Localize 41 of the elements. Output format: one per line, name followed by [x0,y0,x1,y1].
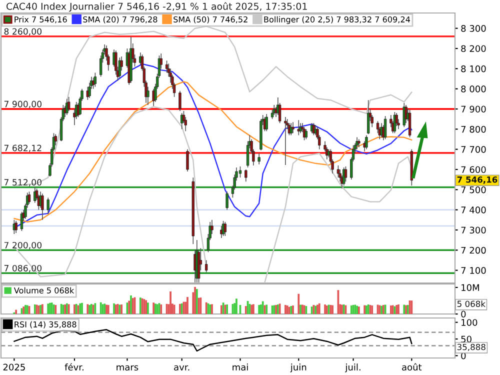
ref-line-label: 7 512,00 [4,179,42,186]
y-tick-label: 7 200 [461,246,486,254]
y-tick-label: 7 300 [461,226,486,234]
legend-label: RSI (14) 35,888 [14,321,76,328]
y-tick-label: 7 100 [461,267,486,274]
chart-title: CAC40 Index Journalier 7 546,16 -2,91 % 1 août 2025, 17:35:01 [6,2,307,12]
y-tick-label: 50 [461,336,472,343]
ref-line-label: 7 900,00 [4,100,42,108]
ref-line-label: 7 682,12 [4,144,42,152]
y-tick-label: 7 400 [461,206,486,214]
x-tick-label: juin [290,364,306,372]
text: 5 068k [457,300,486,307]
y-tick-label: 7 900 [461,106,486,113]
y-tick-label: 10M [462,284,479,292]
x-tick-label: 2025 [3,364,25,371]
x-tick-label: févr. [64,363,84,371]
y-tick-label: 8 200 [461,45,486,52]
x-tick-label: juil. [345,364,360,372]
ref-line-label: 7 086,00 [4,264,42,272]
text: 7 546,16 [457,176,498,184]
x-tick-label: avr. [174,365,190,371]
legend-label: Volume 5 068k [14,287,74,294]
x-tick-label: mai [232,364,248,371]
y-tick-label: 7 600 [461,166,486,174]
y-tick-label: 100 [462,319,478,326]
legend-label: Bollinger (20 2,5) 7 983,32 7 609,24 [264,16,410,24]
y-tick-label: 7 800 [461,126,486,133]
y-tick-label: 0 [461,310,466,318]
legend-label: SMA (50) 7 746,52 [174,16,248,24]
y-tick-label: 8 300 [461,25,486,32]
ref-line-label: 8 260,00 [4,28,42,36]
x-tick-label: août [402,363,422,371]
text: 35,888 [457,344,486,352]
y-tick-label: 7 700 [461,146,486,153]
y-tick-label: 8 000 [461,86,486,92]
legend-label: SMA (20) 7 796,28 [83,16,158,24]
ref-line-label: 7 200,00 [4,242,42,250]
y-tick-label: 8 100 [461,65,486,72]
legend-label: Prix 7 546,16 [14,16,67,24]
y-tick-label: 7 500 [461,186,486,194]
x-tick-label: mars [116,365,138,371]
